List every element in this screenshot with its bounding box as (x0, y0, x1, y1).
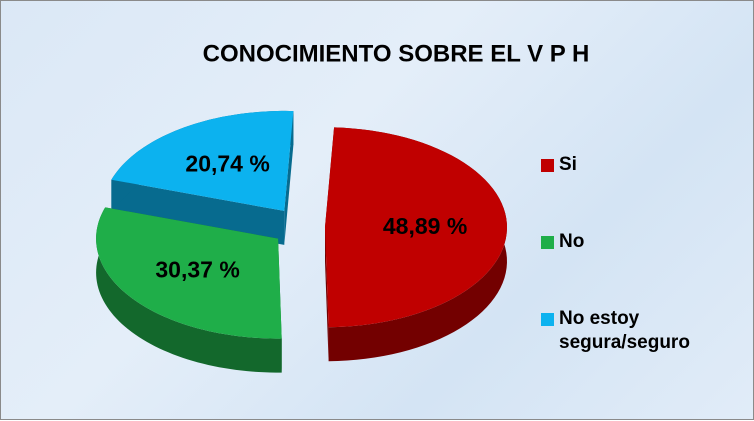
legend-label: Si (559, 154, 577, 175)
slice-wall (111, 179, 285, 245)
chart-title: CONOCIMIENTO SOBRE EL V P H (203, 40, 590, 67)
slice (324, 127, 507, 328)
legend-swatch (541, 313, 554, 326)
legend-entry: No estoy segura/seguro (541, 307, 709, 355)
data-label: 20,74 % (185, 151, 269, 177)
legend-entry: Si (541, 153, 709, 177)
legend-entry: No (541, 230, 709, 254)
legend-swatch (541, 159, 554, 172)
slice-rim (96, 207, 282, 373)
legend-label: No estoy segura/seguro (559, 308, 690, 353)
data-label: 48,89 % (383, 213, 467, 239)
data-label: 30,37 % (155, 256, 239, 282)
slice-wall (324, 227, 329, 362)
legend-label: No (559, 231, 585, 252)
slice (111, 110, 294, 211)
legend-swatch (541, 236, 554, 249)
slice (96, 207, 282, 339)
